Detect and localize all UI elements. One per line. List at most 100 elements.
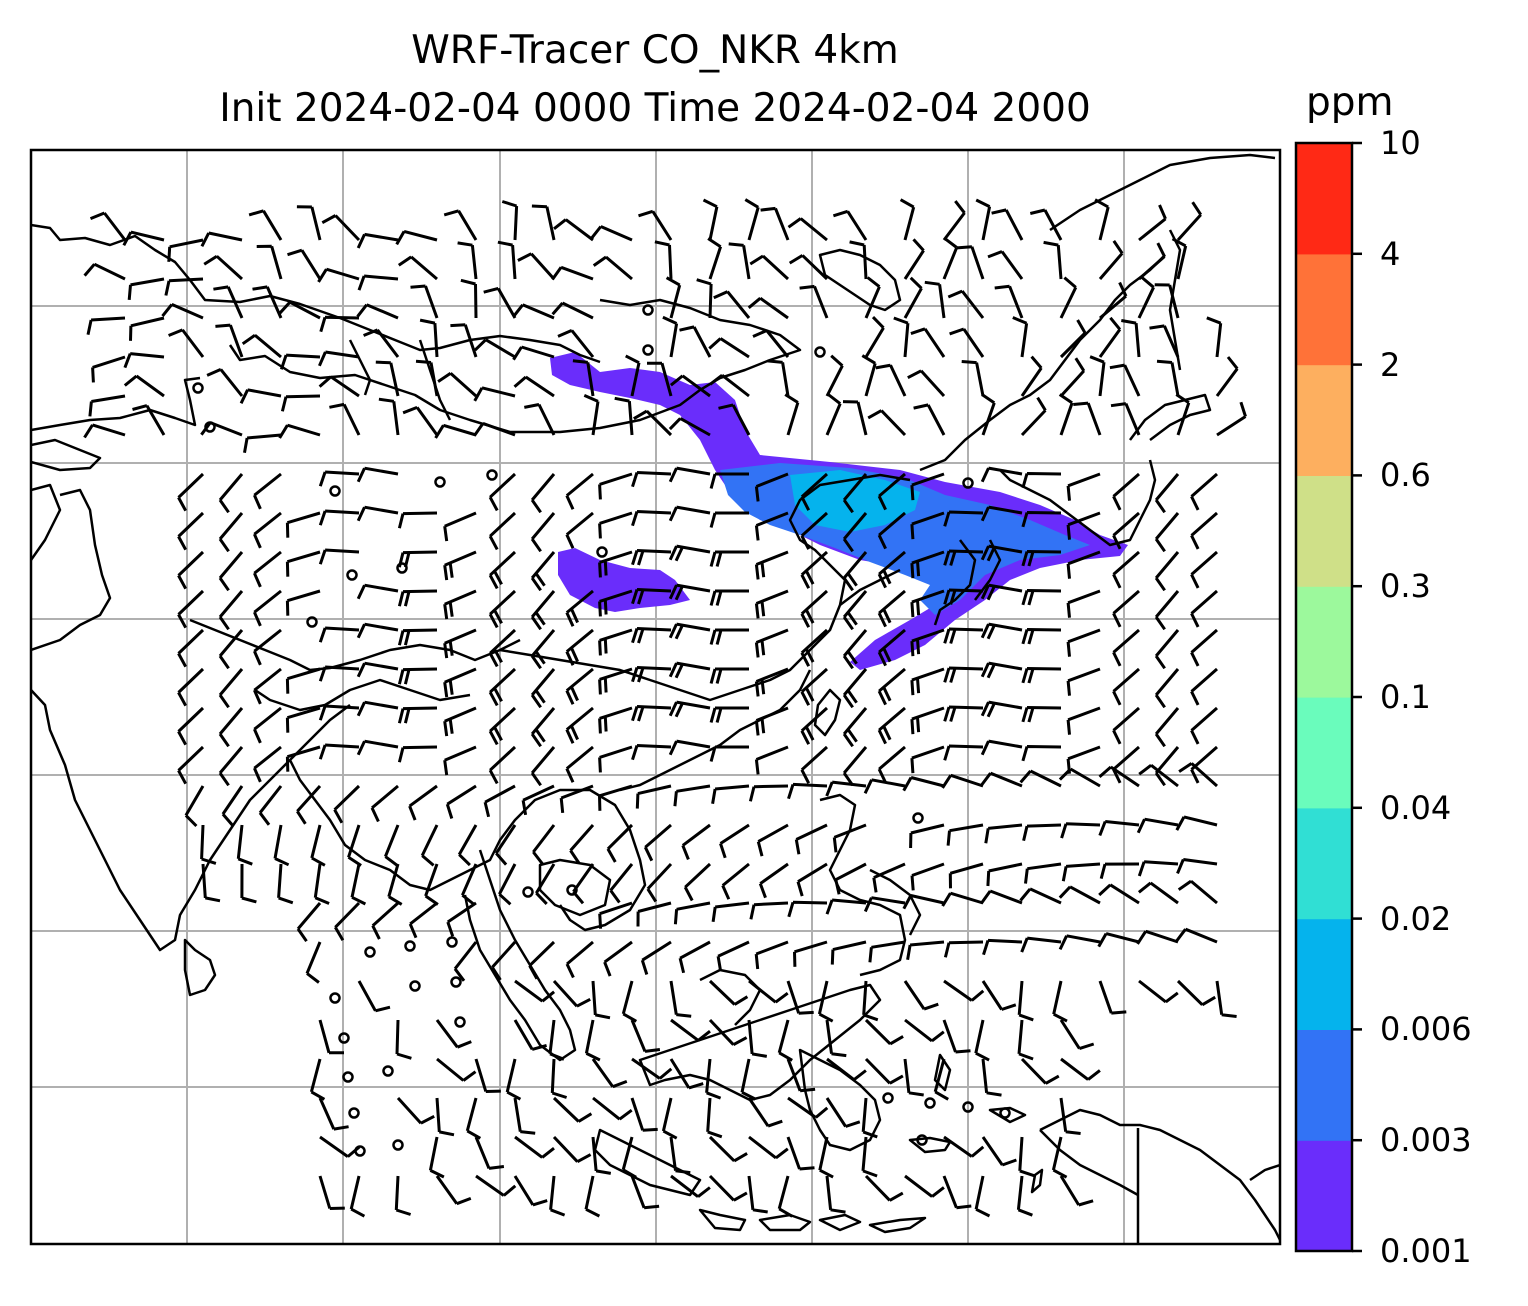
wind-barb [943, 705, 984, 722]
wind-barb [279, 353, 321, 370]
wind-barb [1112, 745, 1140, 784]
wind-barb [904, 1018, 945, 1043]
wind-barb [1021, 550, 1062, 567]
wind-barb [252, 285, 283, 319]
wind-barb [565, 745, 594, 783]
wind-barb [1176, 201, 1203, 242]
calm-wind-marker [364, 946, 376, 958]
wind-barb [980, 771, 1023, 788]
wind-barb [1073, 401, 1102, 436]
wind-barb [598, 628, 633, 656]
wind-barb [1154, 707, 1180, 748]
wind-barb [670, 1018, 711, 1042]
wind-barb [1110, 402, 1141, 436]
wind-barb [817, 980, 834, 1023]
wind-barb [91, 355, 126, 383]
wind-barb [1021, 706, 1062, 723]
wind-barb [842, 707, 868, 748]
wind-barb [443, 745, 477, 776]
wind-barb [708, 1174, 748, 1202]
wind-barb [713, 290, 751, 319]
wind-barb [646, 862, 673, 903]
wind-barb [1099, 862, 1140, 879]
wind-barb [498, 863, 517, 906]
wind-barb [902, 894, 945, 910]
wind-barb [1099, 281, 1128, 320]
wind-barb [1058, 934, 1101, 951]
wind-barb [397, 589, 438, 607]
wind-barb [1059, 357, 1086, 398]
wind-barb [1058, 767, 1101, 788]
colorbar-tick-label: 0.6 [1380, 456, 1431, 495]
wind-barb [708, 337, 750, 359]
wind-barb [483, 784, 516, 818]
wind-barb [910, 706, 945, 735]
calm-wind-marker [522, 886, 534, 898]
wind-barb [435, 1097, 455, 1137]
wind-barb [793, 940, 828, 967]
wind-barb [443, 550, 477, 581]
wind-barb [1066, 472, 1101, 501]
wind-barb [980, 739, 1023, 756]
wind-barb [825, 1175, 846, 1214]
wind-barb [910, 628, 945, 657]
wind-barb [1149, 324, 1180, 358]
colorbar-tick-label: 0.001 [1380, 1232, 1472, 1270]
calm-wind-marker [434, 476, 446, 488]
wind-barb [747, 1175, 768, 1214]
wind-barb [1098, 765, 1140, 788]
wind-barb [167, 238, 204, 262]
wind-barb [239, 388, 282, 404]
wind-barb [640, 940, 672, 975]
wind-barb [982, 938, 1023, 956]
wind-barb [877, 511, 906, 550]
wind-barb [909, 823, 945, 849]
wind-barb [609, 863, 634, 904]
wind-barb [980, 466, 1023, 483]
calm-wind-marker [404, 940, 416, 952]
wind-barb [877, 589, 906, 628]
wind-barb [572, 359, 595, 397]
wind-barb [598, 784, 633, 811]
wind-barb [1137, 860, 1179, 877]
calm-wind-marker [962, 1101, 974, 1113]
wind-barb [1020, 355, 1043, 397]
wind-barb [668, 661, 711, 679]
wind-barb [218, 473, 244, 514]
wind-barb [402, 406, 439, 436]
wind-barb [716, 940, 750, 972]
wind-barb [591, 1136, 612, 1175]
wind-barb [483, 286, 517, 319]
wind-barb [513, 1175, 548, 1207]
wind-barb [711, 901, 750, 923]
wind-barb [1018, 1136, 1035, 1178]
wind-barb [253, 589, 282, 627]
wind-barb [296, 205, 322, 241]
wind-barb [1098, 980, 1127, 1015]
wind-barb [669, 374, 711, 398]
wind-barb [123, 374, 165, 398]
wind-barb [621, 1136, 637, 1179]
colorbar-segment [1296, 143, 1352, 255]
wind-barb [318, 665, 360, 682]
wind-barb [424, 863, 439, 906]
wind-barb [747, 1097, 783, 1128]
colorbar-tick-label: 0.006 [1380, 1010, 1472, 1049]
wind-barb [236, 824, 253, 866]
wind-barb [177, 745, 205, 785]
wind-barb [569, 824, 595, 864]
wind-barb [669, 1136, 691, 1175]
wind-barb [530, 473, 556, 514]
wind-barb [1176, 858, 1218, 874]
wind-barb [410, 284, 439, 319]
wind-barb [621, 980, 638, 1023]
wind-barb [1190, 589, 1218, 628]
wind-barb [356, 739, 399, 756]
wind-barb [903, 238, 925, 280]
wind-barb [974, 1019, 990, 1062]
wind-barb [218, 629, 244, 670]
wind-barb [1154, 473, 1180, 514]
wind-barb [552, 1135, 592, 1164]
wind-barb [1097, 932, 1140, 948]
